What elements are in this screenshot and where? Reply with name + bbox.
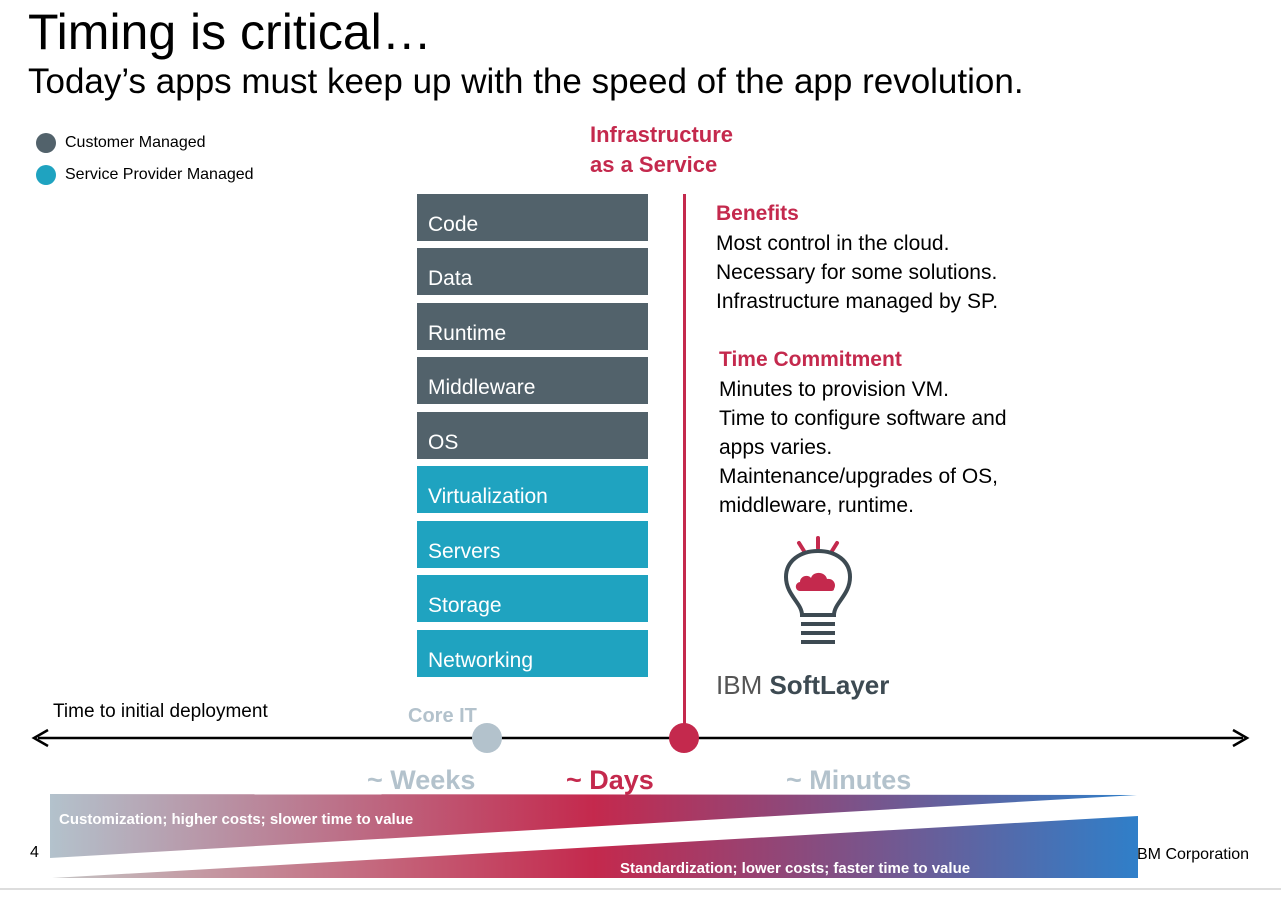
- core-it-label: Core IT: [408, 705, 477, 727]
- stack-row-code: Code: [417, 194, 648, 241]
- scale-minutes: ~ Minutes: [786, 765, 912, 795]
- footer-corporation: BM Corporation: [1137, 846, 1250, 863]
- core-it-marker: [472, 723, 502, 753]
- benefits-line: Necessary for some solutions.: [716, 261, 998, 284]
- time-commitment-line: middleware, runtime.: [719, 494, 914, 517]
- time-commitment-line: Minutes to provision VM.: [719, 378, 949, 401]
- stack-row-storage: Storage: [417, 575, 648, 622]
- legend-customer-managed: Customer Managed: [36, 133, 206, 153]
- brand-prefix: IBM: [716, 670, 763, 700]
- page-number: 4: [30, 844, 39, 861]
- customization-wedge: [50, 794, 1137, 858]
- slide-title: Timing is critical…: [28, 4, 432, 60]
- benefits-line: Most control in the cloud.: [716, 232, 950, 255]
- scale-weeks: ~ Weeks: [367, 765, 476, 795]
- legend-service-provider-managed: Service Provider Managed: [36, 165, 254, 185]
- benefits-line: Infrastructure managed by SP.: [716, 290, 999, 313]
- stack-row-virtualization: Virtualization: [417, 466, 648, 513]
- standardization-text: Standardization; lower costs; faster tim…: [620, 860, 971, 877]
- stack-row-runtime: Runtime: [417, 303, 648, 350]
- lightbulb-cloud-icon: [783, 536, 853, 644]
- scale-days: ~ Days: [566, 765, 654, 795]
- legend-label: Service Provider Managed: [65, 166, 254, 183]
- stack-row-networking: Networking: [417, 630, 648, 677]
- time-commitment-heading: Time Commitment: [719, 348, 902, 371]
- timeline-axis: [31, 723, 1250, 753]
- legend-dot-customer: [36, 133, 56, 153]
- footer-divider: [0, 888, 1281, 890]
- standardization-wedge: [52, 816, 1138, 878]
- ibm-softlayer-brand: IBM SoftLayer: [716, 670, 889, 701]
- time-commitment-line: Time to configure software and: [719, 407, 1007, 430]
- iaas-marker: [669, 723, 699, 753]
- slide-subtitle: Today’s apps must keep up with the speed…: [28, 62, 1024, 101]
- iaas-title-line2: as a Service: [590, 152, 718, 177]
- stack-row-servers: Servers: [417, 521, 648, 568]
- iaas-marker-line: [683, 194, 686, 740]
- iaas-title: Infrastructure as a Service: [590, 120, 733, 180]
- iaas-title-line1: Infrastructure: [590, 122, 734, 147]
- legend-label: Customer Managed: [65, 134, 206, 151]
- timeline-label: Time to initial deployment: [53, 701, 268, 722]
- customization-text: Customization; higher costs; slower time…: [59, 811, 414, 828]
- stack-row-os: OS: [417, 412, 648, 459]
- benefits-heading: Benefits: [716, 202, 799, 225]
- brand-name: SoftLayer: [769, 670, 890, 700]
- stack-row-middleware: Middleware: [417, 357, 648, 404]
- tradeoff-wedges: [50, 794, 1138, 878]
- time-commitment-line: apps varies.: [719, 436, 833, 459]
- time-commitment-line: Maintenance/upgrades of OS,: [719, 465, 999, 488]
- stack-row-data: Data: [417, 248, 648, 295]
- legend-dot-provider: [36, 165, 56, 185]
